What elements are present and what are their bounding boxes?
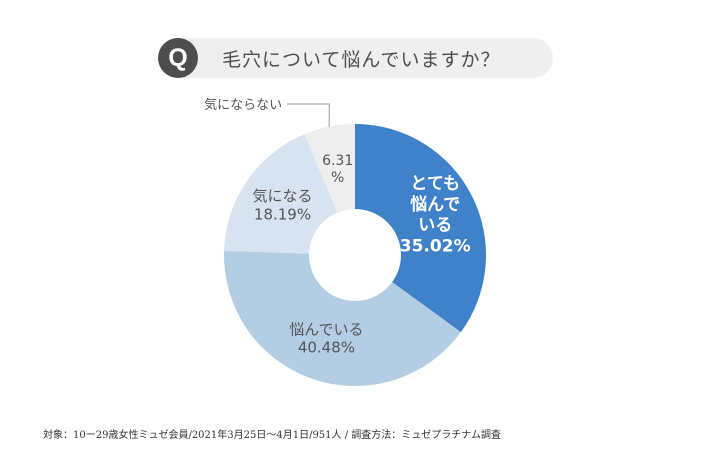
question-text: 毛穴について悩んでいますか？ [222,49,501,71]
question-badge: Q [158,38,198,78]
callout-leader-line [287,103,330,127]
question-banner [158,38,553,78]
slice-very-worried [355,124,487,333]
donut-hole [309,209,401,301]
slice-label-not-concerned: 6.31% [322,153,353,186]
callout-label: 気にならない [204,97,282,113]
slice-label-very-worried: とても悩んでいる 35.02% [400,174,471,256]
slice-worried [223,250,461,386]
slice-label-somewhat-concerned: 気になる 18.19% [253,187,313,223]
slice-label-worried: 悩んでいる 40.48% [289,320,363,356]
survey-footnote: 対象：10ー29歳女性ミュゼ会員/2021年3月25日〜4月1日/951人 / … [43,430,501,441]
